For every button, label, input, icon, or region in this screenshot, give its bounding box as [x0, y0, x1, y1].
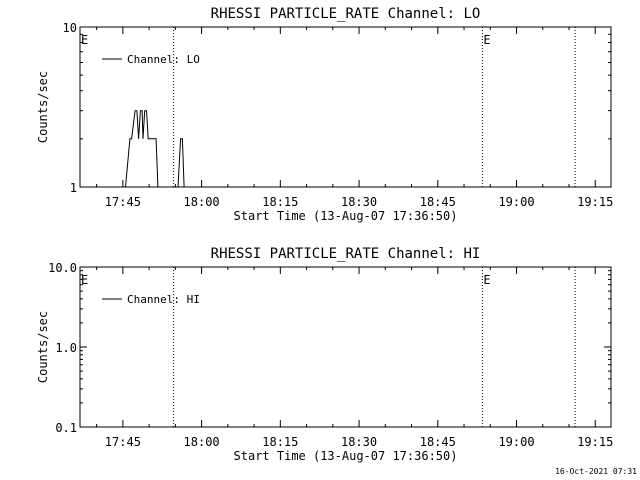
x-axis-label: Start Time (13-Aug-07 17:36:50) [234, 209, 458, 223]
x-axis-label: Start Time (13-Aug-07 17:36:50) [234, 449, 458, 463]
x-tick-label: 19:00 [498, 435, 534, 449]
x-tick-label: 18:45 [420, 435, 456, 449]
x-tick-label: 18:30 [341, 195, 377, 209]
series-line [125, 110, 189, 188]
legend-label: Channel: HI [127, 293, 200, 306]
y-axis-label: Counts/sec [36, 71, 50, 143]
x-tick-label: 18:00 [184, 195, 220, 209]
event-marker-label: E [483, 273, 490, 287]
chart-title: RHESSI PARTICLE_RATE Channel: LO [211, 6, 481, 22]
chart-title: RHESSI PARTICLE_RATE Channel: HI [211, 246, 481, 262]
plot-frame [79, 26, 612, 188]
y-tick-label: 10 [63, 21, 77, 35]
y-tick-label: 1.0 [55, 341, 77, 355]
x-tick-label: 19:00 [498, 195, 534, 209]
x-tick-label: 18:00 [184, 435, 220, 449]
event-marker-label: E [81, 273, 88, 287]
x-tick-label: 18:15 [262, 195, 298, 209]
x-tick-label: 17:45 [105, 195, 141, 209]
legend-label: Channel: LO [127, 53, 200, 66]
plot-frame [79, 266, 612, 428]
y-tick-label: 1 [70, 181, 77, 195]
x-tick-label: 19:15 [577, 435, 613, 449]
x-tick-label: 19:15 [577, 195, 613, 209]
event-marker-label: E [81, 33, 88, 47]
x-tick-label: 18:30 [341, 435, 377, 449]
x-tick-label: 18:15 [262, 435, 298, 449]
x-tick-label: 17:45 [105, 435, 141, 449]
x-tick-label: 18:45 [420, 195, 456, 209]
y-axis-label: Counts/sec [36, 311, 50, 383]
event-marker-label: E [483, 33, 490, 47]
y-tick-label: 0.1 [55, 421, 77, 435]
y-tick-label: 10.0 [48, 261, 77, 275]
timestamp-stamp: 16-Oct-2021 07:31 [555, 467, 637, 476]
